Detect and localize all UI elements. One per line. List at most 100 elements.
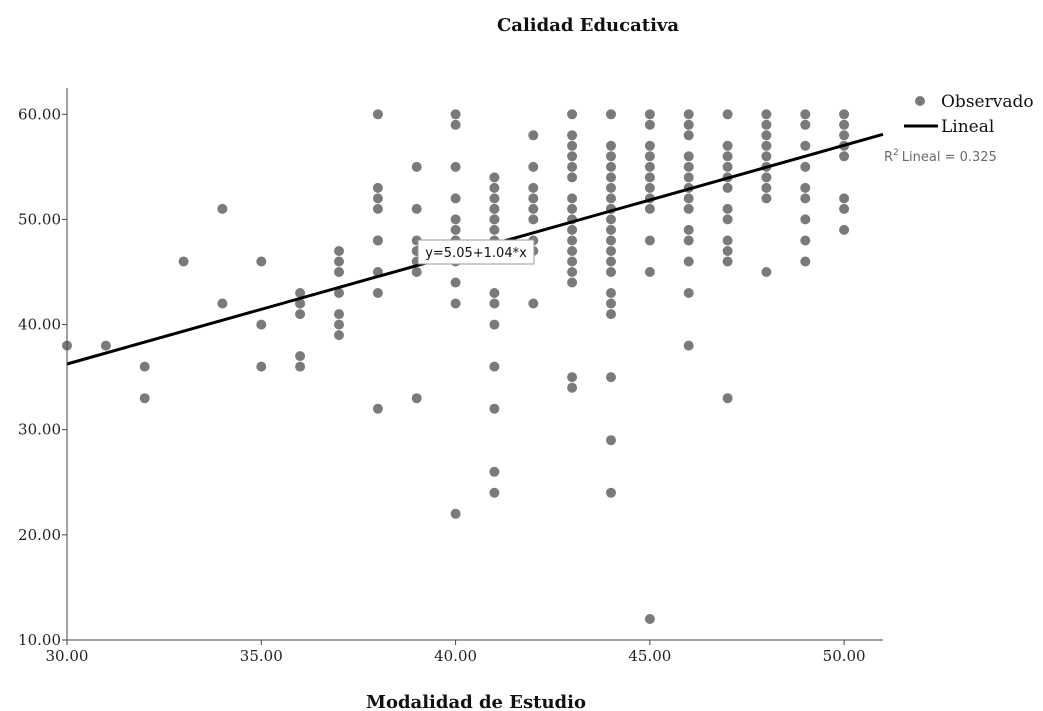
data-point [567, 277, 578, 288]
data-point [644, 203, 655, 214]
data-point [528, 203, 539, 214]
data-point [139, 361, 150, 372]
data-point [295, 351, 306, 362]
data-point [683, 130, 694, 141]
data-point [606, 246, 616, 256]
data-point [839, 224, 850, 235]
data-point [567, 246, 578, 256]
data-point [489, 361, 500, 372]
points-layer [62, 109, 850, 624]
data-point [606, 140, 616, 151]
data-point [606, 298, 616, 309]
data-point [450, 508, 461, 519]
r2-annotation: R2 Lineal = 0.325 [884, 148, 997, 165]
data-point [800, 119, 811, 130]
data-point [567, 193, 578, 204]
data-point [800, 161, 811, 172]
data-point [722, 151, 733, 162]
x-tick-label: 35.00 [240, 647, 283, 665]
y-tick-label: 10.00 [18, 631, 61, 649]
data-point [217, 298, 228, 309]
data-point [372, 288, 383, 298]
data-point [489, 487, 500, 498]
r2-prefix: R [884, 150, 893, 165]
data-point [644, 151, 655, 162]
data-point [372, 193, 383, 204]
data-point [606, 151, 616, 162]
data-point [800, 214, 811, 225]
data-point [256, 319, 267, 330]
data-point [761, 151, 772, 162]
data-point [722, 161, 733, 172]
r2-value: Lineal = 0.325 [902, 150, 997, 165]
data-point [489, 193, 500, 204]
data-point [217, 203, 228, 214]
y-tick-label: 50.00 [18, 210, 61, 228]
data-point [139, 393, 150, 404]
data-point [567, 235, 578, 246]
data-point [606, 235, 616, 246]
data-point [800, 109, 811, 120]
data-point [567, 372, 578, 383]
data-point [295, 298, 306, 309]
data-point [567, 161, 578, 172]
legend-fit-label: Lineal [941, 117, 994, 137]
data-point [489, 214, 500, 225]
data-point [644, 267, 655, 277]
data-point [800, 182, 811, 193]
data-point [606, 487, 616, 498]
data-point [411, 203, 422, 214]
data-point [450, 109, 461, 120]
legend: Observado Lineal R2 Lineal = 0.325 [884, 92, 1034, 165]
data-point [800, 193, 811, 204]
fit-equation-box: y=5.05+1.04*x [417, 239, 535, 265]
data-point [528, 130, 539, 141]
data-point [683, 193, 694, 204]
data-point [606, 214, 616, 225]
data-point [606, 372, 616, 383]
ticks-layer: 30.00 35.00 40.00 45.00 50.00 10.00 20.00 30.00… [18, 105, 866, 665]
data-point [450, 193, 461, 204]
r2-superscript: 2 [893, 148, 899, 158]
data-point [644, 119, 655, 130]
data-point [800, 256, 811, 267]
data-point [567, 267, 578, 277]
data-point [489, 182, 500, 193]
data-point [567, 172, 578, 183]
data-point [683, 172, 694, 183]
data-point [644, 182, 655, 193]
data-point [295, 361, 306, 372]
data-point [761, 119, 772, 130]
x-tick-label: 50.00 [823, 647, 866, 665]
data-point [411, 267, 422, 277]
data-point [722, 256, 733, 267]
data-point [334, 288, 344, 298]
data-point [722, 140, 733, 151]
data-point [567, 109, 578, 120]
data-point [683, 161, 694, 172]
data-point [839, 109, 850, 120]
data-point [372, 203, 383, 214]
data-point [528, 161, 539, 172]
data-point [606, 109, 616, 120]
data-point [372, 403, 383, 414]
data-point [528, 214, 539, 225]
data-point [528, 193, 539, 204]
data-point [722, 109, 733, 120]
data-point [839, 193, 850, 204]
data-point [722, 214, 733, 225]
data-point [606, 193, 616, 204]
data-point [450, 214, 461, 225]
chart-title: Calidad Educativa [497, 15, 679, 36]
data-point [567, 130, 578, 141]
data-point [722, 393, 733, 404]
data-point [644, 109, 655, 120]
data-point [528, 182, 539, 193]
data-point [450, 277, 461, 288]
x-axis-label: Modalidad de Estudio [366, 692, 586, 711]
data-point [606, 172, 616, 183]
data-point [761, 182, 772, 193]
data-point [334, 246, 344, 256]
data-point [567, 203, 578, 214]
data-point [683, 151, 694, 162]
